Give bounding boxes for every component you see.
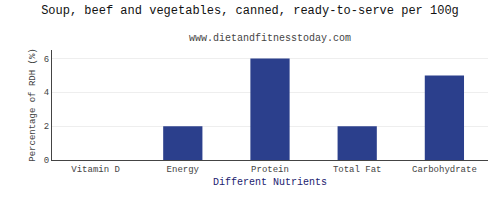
svg-text:Energy: Energy bbox=[167, 165, 200, 175]
svg-text:www.dietandfitnesstoday.com: www.dietandfitnesstoday.com bbox=[189, 33, 351, 44]
svg-text:2: 2 bbox=[44, 122, 49, 132]
svg-text:Percentage of RDH (%): Percentage of RDH (%) bbox=[28, 48, 38, 161]
svg-text:Soup, beef and vegetables, can: Soup, beef and vegetables, canned, ready… bbox=[41, 4, 459, 18]
svg-text:Protein: Protein bbox=[251, 165, 289, 175]
svg-text:Vitamin D: Vitamin D bbox=[71, 165, 120, 175]
svg-text:0: 0 bbox=[44, 156, 49, 166]
svg-text:6: 6 bbox=[44, 55, 49, 65]
svg-text:Total Fat: Total Fat bbox=[333, 165, 382, 175]
svg-text:Carbohydrate: Carbohydrate bbox=[412, 165, 477, 175]
svg-text:Different Nutrients: Different Nutrients bbox=[213, 177, 327, 188]
svg-text:4: 4 bbox=[44, 88, 49, 98]
